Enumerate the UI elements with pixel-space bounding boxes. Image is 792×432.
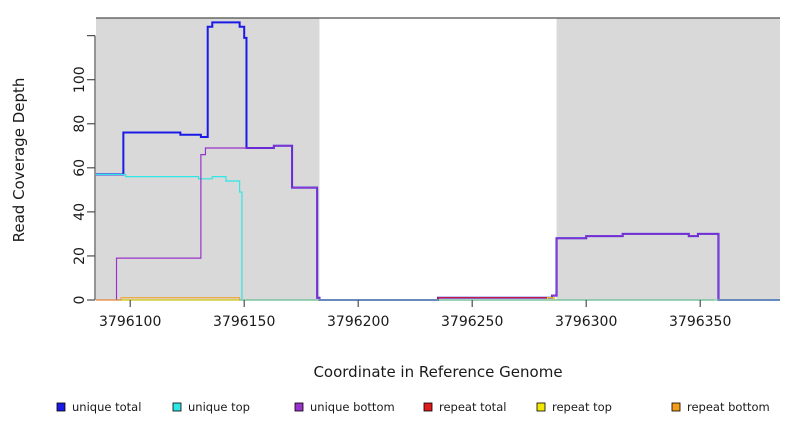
- x-tick-label: 3796200: [327, 314, 389, 330]
- x-tick-label: 3796300: [555, 314, 617, 330]
- x-axis-ticks: 3796100 3796150 3796200 3796250 3796300 37963…: [99, 300, 731, 330]
- chart-legend: unique total unique top unique bottom repea…: [56, 400, 770, 414]
- legend-swatch-unique-bottom: [294, 402, 304, 412]
- x-tick-label: 3796150: [213, 314, 275, 330]
- legend-label-unique-total: unique total: [72, 400, 141, 414]
- y-axis-ticks: 0 20 40 60 80 100: [72, 35, 95, 305]
- legend-swatch-repeat-total: [423, 402, 433, 412]
- legend-label-repeat-top: repeat top: [552, 400, 612, 414]
- x-axis-title: Coordinate in Reference Genome: [313, 363, 562, 381]
- y-tick-label: 100: [72, 66, 88, 93]
- y-tick-label: 20: [72, 247, 88, 265]
- x-tick-label: 3796350: [669, 314, 731, 330]
- series-lines: [96, 21, 780, 301]
- legend-swatch-repeat-bottom: [671, 402, 681, 412]
- legend-label-unique-bottom: unique bottom: [310, 400, 395, 414]
- legend-swatch-repeat-top: [536, 402, 546, 412]
- legend-swatch-unique-top: [172, 402, 182, 412]
- legend-label-repeat-total: repeat total: [439, 400, 506, 414]
- y-tick-label: 40: [72, 203, 88, 221]
- y-tick-label: 80: [72, 115, 88, 133]
- series-unique-top: [96, 173, 780, 301]
- x-tick-label: 3796100: [99, 314, 161, 330]
- shaded-region-1: [556, 18, 780, 300]
- x-tick-label: 3796250: [441, 314, 503, 330]
- legend-swatch-unique-total: [56, 402, 66, 412]
- legend-label-repeat-bottom: repeat bottom: [687, 400, 770, 414]
- y-tick-label: 60: [72, 159, 88, 177]
- y-tick-label: 0: [72, 296, 88, 305]
- legend-label-unique-top: unique top: [188, 400, 250, 414]
- y-axis-title: Read Coverage Depth: [10, 78, 28, 243]
